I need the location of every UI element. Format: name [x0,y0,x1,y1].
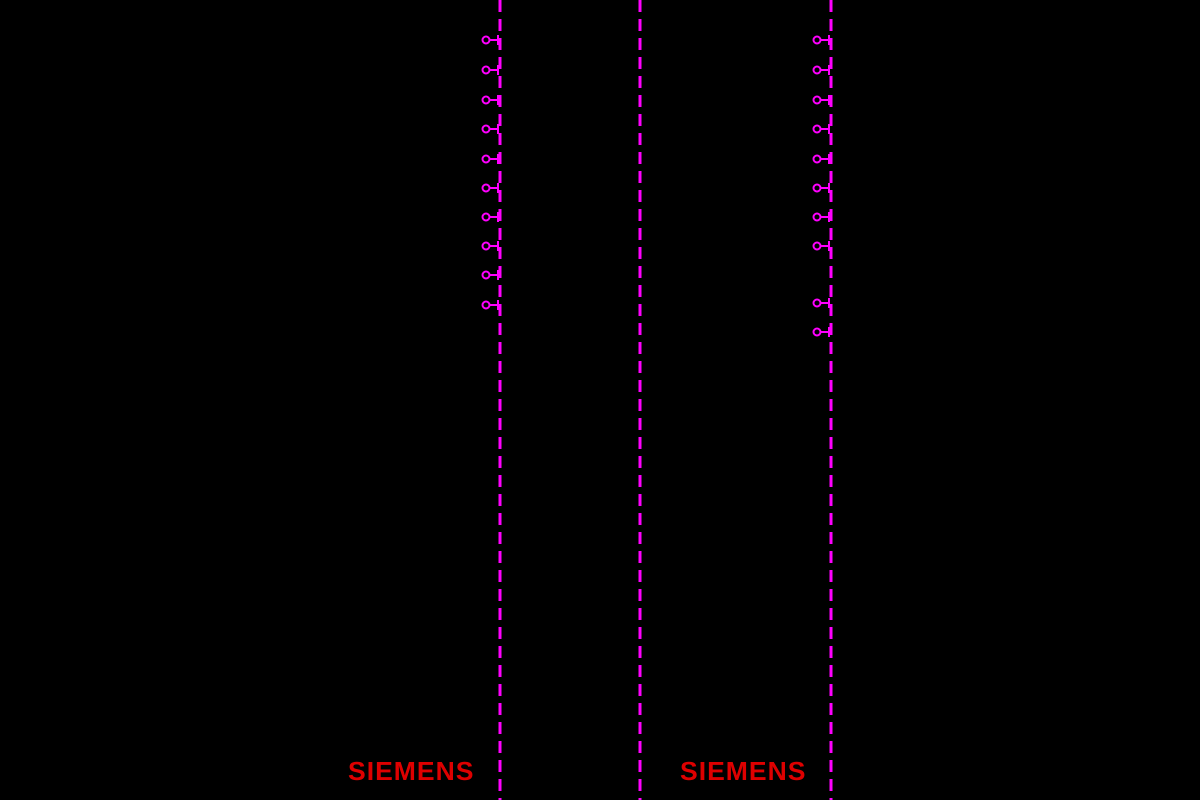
terminal-symbol [812,327,830,337]
terminal-symbol [812,65,830,75]
terminal-circle-icon [481,95,491,105]
terminal-symbol [481,270,499,280]
siemens-logo-right: SIEMENS [680,756,807,786]
terminal-symbol [481,65,499,75]
terminal-symbol [481,124,499,134]
terminal-circle-icon [812,154,822,164]
terminal-circle-icon [812,183,822,193]
terminal-circle-icon [481,124,491,134]
terminal-circle-icon [481,270,491,280]
siemens-logo-left: SIEMENS [348,756,475,786]
terminal-circle-icon [812,124,822,134]
terminal-symbol [481,35,499,45]
terminal-circle-icon [812,327,822,337]
terminal-symbol [481,183,499,193]
terminal-symbol [812,241,830,251]
terminal-circle-icon [812,298,822,308]
terminal-symbol [481,212,499,222]
terminal-symbol [812,124,830,134]
terminal-circle-icon [812,35,822,45]
terminal-symbol [812,95,830,105]
terminal-circle-icon [481,300,491,310]
terminal-symbol [481,95,499,105]
terminal-symbol [812,183,830,193]
terminal-symbol [481,300,499,310]
terminal-circle-icon [812,95,822,105]
terminal-circle-icon [812,212,822,222]
terminal-circle-icon [812,65,822,75]
terminal-symbol [481,241,499,251]
terminal-circle-icon [481,35,491,45]
terminal-circle-icon [481,241,491,251]
terminal-circle-icon [812,241,822,251]
terminal-symbol [812,212,830,222]
terminal-symbol [481,154,499,164]
terminal-symbol [812,154,830,164]
terminal-symbol [812,298,830,308]
terminal-circle-icon [481,183,491,193]
terminal-circle-icon [481,65,491,75]
terminal-circle-icon [481,212,491,222]
terminal-symbol [812,35,830,45]
terminal-circle-icon [481,154,491,164]
